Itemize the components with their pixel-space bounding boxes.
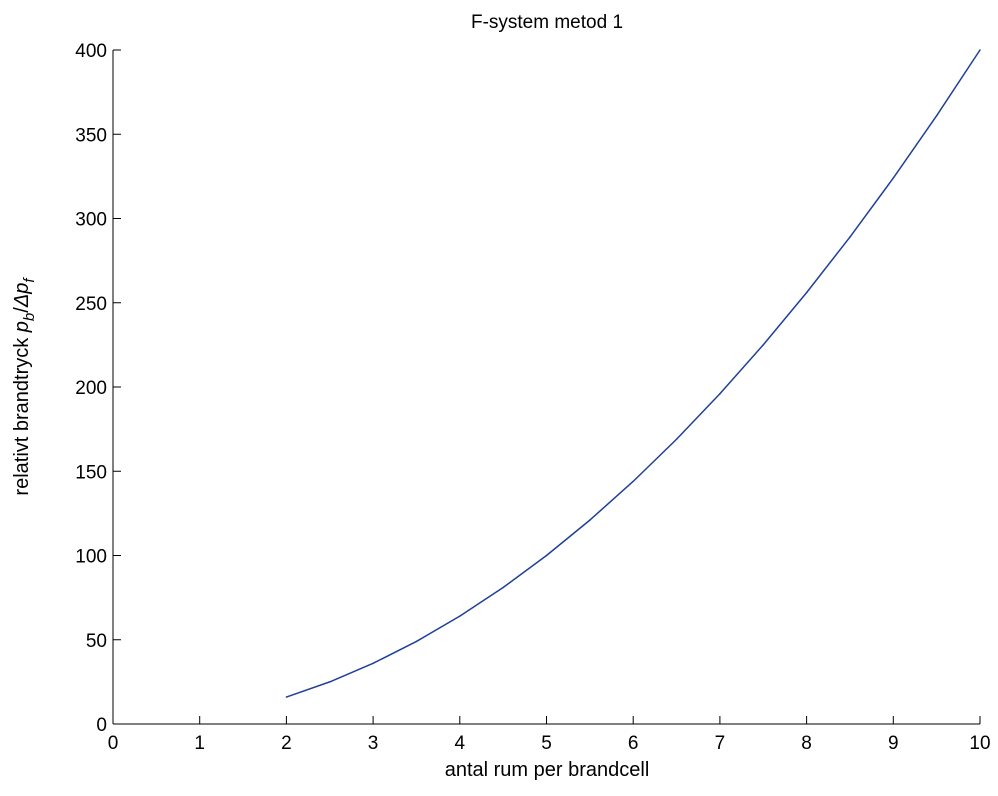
data-point [849, 236, 851, 238]
y-tick-label: 250 [75, 294, 107, 315]
series-group [285, 49, 981, 698]
x-tick-label: 4 [455, 733, 466, 754]
x-tick-label: 6 [628, 733, 639, 754]
y-axis-label: relativt brandtryck pb/Δpf [11, 277, 38, 496]
y-tick-label: 100 [75, 547, 107, 568]
y-tick-label: 350 [75, 125, 107, 146]
data-point [805, 291, 808, 294]
y-tick-label: 400 [75, 41, 107, 62]
data-point [719, 392, 721, 395]
y-axis-label-prefix: relativt brandtryck [11, 332, 33, 495]
data-point [892, 177, 895, 179]
x-tick-label: 0 [108, 733, 119, 754]
x-tick-label: 7 [715, 733, 726, 754]
data-point [545, 554, 548, 557]
x-tick-label: 9 [888, 733, 899, 754]
x-tick-label: 10 [969, 733, 990, 754]
x-axis-ticks: 0 1 2 3 4 5 6 7 8 9 10 [108, 716, 991, 754]
data-point [459, 615, 461, 617]
data-point [502, 586, 504, 589]
y-tick-label: 0 [96, 715, 107, 736]
y-axis-label-p: p [11, 321, 33, 333]
y-axis-label-sub-b: b [21, 313, 38, 321]
x-tick-label: 2 [281, 733, 292, 754]
data-point [632, 480, 634, 483]
y-tick-label: 50 [86, 631, 107, 652]
x-tick-label: 3 [368, 733, 379, 754]
data-point [935, 114, 938, 117]
data-point [329, 681, 331, 683]
x-tick-label: 5 [541, 733, 552, 754]
y-axis-label-p2: p [11, 283, 33, 295]
data-point [979, 49, 981, 51]
plot-area [113, 50, 980, 724]
data-point [589, 519, 591, 521]
data-point [372, 662, 374, 665]
y-tick-label: 300 [75, 210, 107, 231]
data-point [415, 640, 418, 643]
y-axis-label-sub-f: f [21, 277, 38, 283]
data-point [675, 438, 678, 440]
data-point [762, 344, 764, 346]
y-axis-label-slash: / [11, 307, 33, 313]
y-tick-label: 200 [75, 378, 107, 399]
data-point [285, 696, 288, 698]
y-axis-ticks: 0 50 100 150 200 250 300 350 400 [75, 41, 121, 736]
chart-title: F-system metod 1 [471, 12, 623, 33]
y-tick-label: 150 [75, 462, 107, 483]
x-tick-label: 1 [194, 733, 205, 754]
x-tick-label: 8 [801, 733, 812, 754]
y-axis-label-delta: Δ [11, 294, 33, 308]
x-axis-label: antal rum per brandcell [445, 759, 650, 781]
